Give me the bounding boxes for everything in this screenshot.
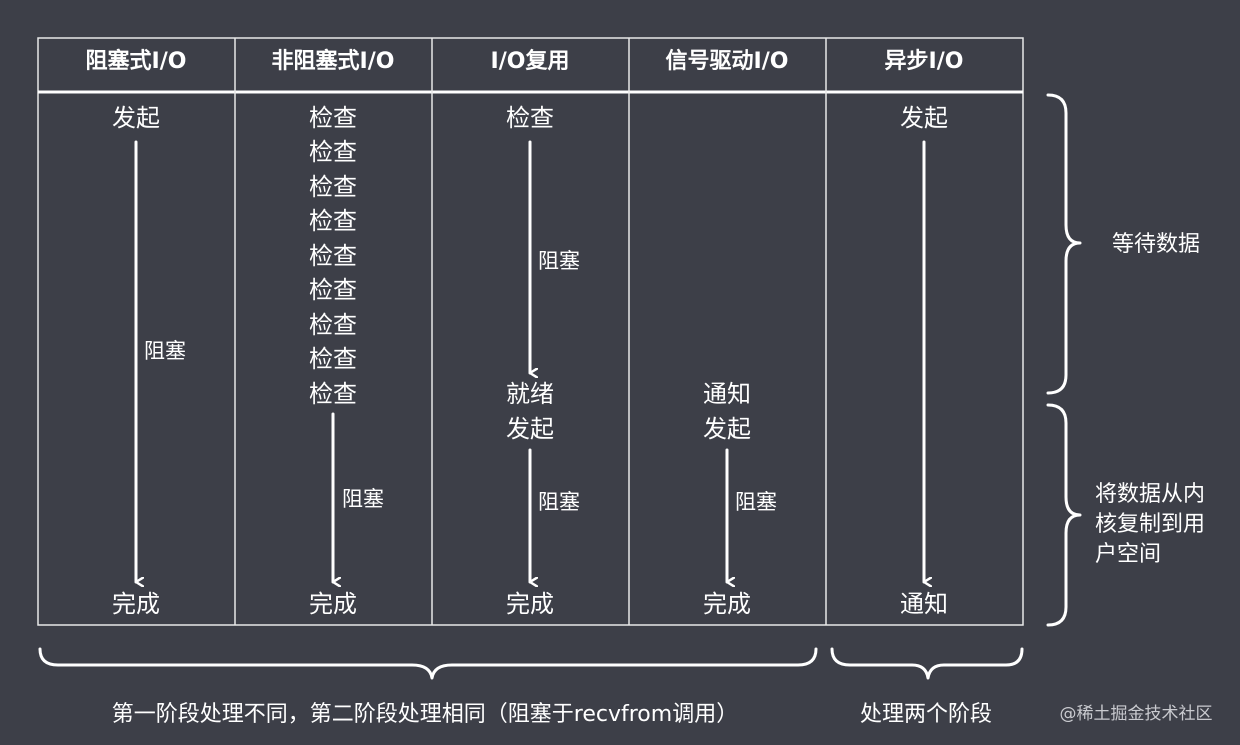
- wait-phase-brace: [1046, 93, 1082, 395]
- col3-ready-label: 就绪: [506, 380, 554, 408]
- async-model-caption: 处理两个阶段: [860, 702, 992, 727]
- col4-end-label: 完成: [703, 590, 751, 618]
- copy-phase-label-line: 户空间: [1095, 542, 1161, 567]
- copy-phase-brace: [1046, 403, 1082, 627]
- col3-block-label: 阻塞: [538, 249, 580, 273]
- copy-phase-label-line: 将数据从内: [1095, 482, 1205, 507]
- header-signal-driven-io: 信号驱动I/O: [666, 48, 789, 74]
- first-four-models-brace: [38, 647, 818, 680]
- async-model-brace: [830, 647, 1024, 680]
- col1-start-label: 发起: [112, 104, 160, 132]
- col3-end-label: 完成: [506, 590, 554, 618]
- col2-check-label: 检查: [309, 138, 357, 166]
- table-frame: [37, 37, 1024, 626]
- col3-start-label: 发起: [506, 415, 554, 443]
- col4-notify-label: 通知: [703, 380, 751, 408]
- col2-check-label: 检查: [309, 276, 357, 304]
- col2-end-label: 完成: [309, 590, 357, 618]
- wait-phase-label: 等待数据: [1112, 232, 1200, 257]
- col2-check-list: 检查 检查 检查 检查 检查 检查 检查 检查 检查: [309, 104, 357, 408]
- col2-check-label: 检查: [309, 380, 357, 408]
- watermark: @稀土掘金技术社区: [1060, 704, 1213, 724]
- col3-block-label: 阻塞: [538, 490, 580, 514]
- header-async-io: 异步I/O: [885, 48, 964, 74]
- col2-check-label: 检查: [309, 345, 357, 373]
- col2-check-label: 检查: [309, 173, 357, 201]
- col2-check-label: 检查: [309, 242, 357, 270]
- header-io-multiplexing: I/O复用: [491, 48, 570, 74]
- col4-start-label: 发起: [703, 415, 751, 443]
- first-four-models-caption: 第一阶段处理不同，第二阶段处理相同（阻塞于recvfrom调用）: [112, 702, 738, 727]
- copy-phase-label-line: 核复制到用: [1095, 512, 1205, 537]
- col1-end-label: 完成: [112, 590, 160, 618]
- header-blocking-io: 阻塞式I/O: [86, 48, 187, 74]
- col5-start-label: 发起: [900, 104, 948, 132]
- col4-block-label: 阻塞: [735, 490, 777, 514]
- col2-check-label: 检查: [309, 104, 357, 132]
- col2-check-label: 检查: [309, 311, 357, 339]
- col3-check-label: 检查: [506, 104, 554, 132]
- col2-check-label: 检查: [309, 207, 357, 235]
- col5-end-label: 通知: [900, 590, 948, 618]
- col2-block-label: 阻塞: [342, 487, 384, 511]
- header-nonblocking-io: 非阻塞式I/O: [272, 48, 395, 74]
- col1-block-label: 阻塞: [144, 339, 186, 363]
